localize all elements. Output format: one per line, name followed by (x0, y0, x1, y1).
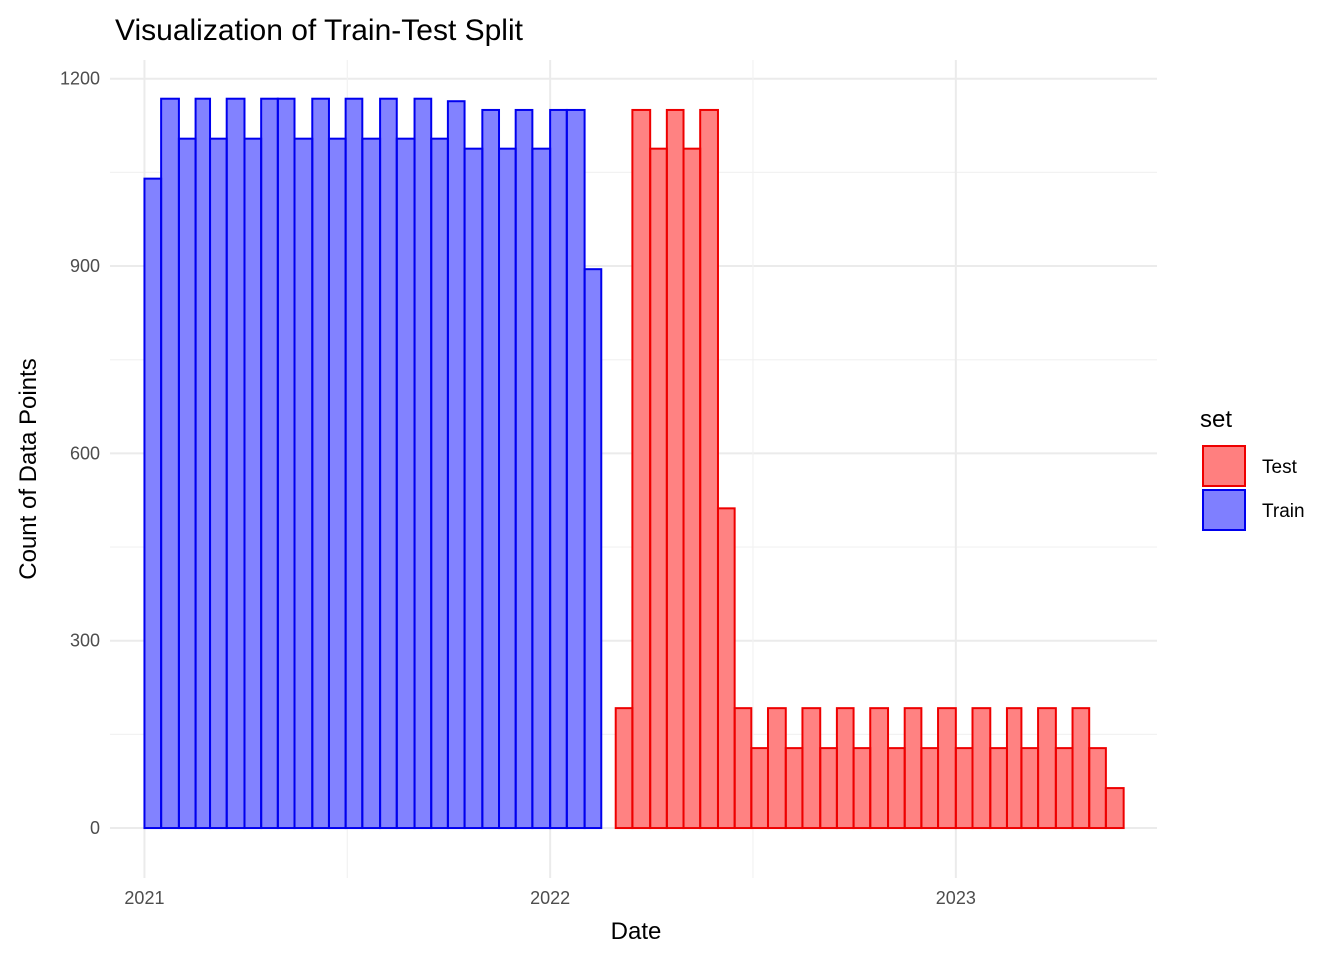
bar-train-fill (226, 98, 245, 829)
bar-test-fill (955, 748, 973, 829)
bar-train-fill (482, 109, 500, 829)
bar-train-fill (414, 98, 432, 829)
bar-train-fill (515, 109, 533, 829)
bar-test-fill (650, 148, 667, 829)
bar-test-fill (1072, 708, 1090, 829)
bar-train-fill (328, 138, 346, 829)
bar-train-fill (532, 148, 551, 829)
y-tick-label: 1200 (60, 69, 100, 89)
y-tick-label: 900 (70, 256, 100, 276)
bar-train-fill (464, 148, 483, 829)
bar-train-fill (431, 138, 448, 829)
bar-test-fill (717, 508, 735, 829)
bar-train-fill (244, 138, 262, 829)
chart-title: Visualization of Train-Test Split (115, 14, 524, 47)
bar-test-fill (904, 708, 922, 829)
bar-test-fill (666, 109, 684, 829)
x-tick-label: 2022 (530, 888, 570, 908)
bar-test (699, 108, 719, 830)
y-tick-label: 300 (70, 631, 100, 651)
bar-test-fill (1105, 788, 1124, 829)
bar-train-fill (144, 178, 162, 829)
bar-test-fill (853, 748, 871, 829)
legend-title: set (1200, 406, 1232, 433)
bar-train-fill (261, 98, 278, 829)
bar-train-fill (178, 138, 196, 829)
bar-test-fill (751, 748, 768, 829)
plot-bars (143, 97, 1125, 830)
x-axis-title: Date (611, 918, 662, 945)
bar-test-fill (1038, 708, 1056, 829)
bar-test-fill (615, 708, 633, 829)
bar-test-fill (802, 708, 821, 829)
bar-test-fill (888, 748, 905, 829)
bar-train-fill (550, 109, 567, 829)
bar-test-fill (683, 148, 701, 829)
bar-test-fill (1021, 748, 1039, 829)
legend-key-test (1202, 445, 1246, 487)
bar-test-fill (632, 109, 651, 829)
bar-train-fill (584, 269, 602, 829)
bar-test (1104, 787, 1125, 830)
bar-train-fill (566, 109, 585, 829)
x-tick-label: 2021 (124, 888, 164, 908)
bar-test-fill (785, 748, 803, 829)
bar-train-fill (396, 138, 415, 829)
legend-label-test: Test (1262, 457, 1298, 478)
bar-train-fill (362, 138, 381, 829)
legend: set Test Train (1200, 406, 1305, 531)
bar-train-fill (312, 98, 329, 829)
y-axis-title: Count of Data Points (15, 358, 42, 579)
bar-train-fill (499, 148, 516, 829)
legend-key-train (1202, 489, 1246, 531)
bar-train-fill (277, 98, 295, 829)
bar-test-fill (767, 708, 786, 829)
bar-test-fill (836, 708, 854, 829)
bar-test-fill (700, 109, 718, 829)
bar-test-fill (870, 708, 889, 829)
bar-test-fill (938, 708, 956, 829)
bar-test (716, 507, 736, 830)
legend-label-train: Train (1262, 501, 1305, 522)
bar-train-fill (294, 138, 313, 829)
bar-test-fill (990, 748, 1007, 829)
y-tick-label: 0 (90, 818, 100, 838)
bar-train-fill (195, 98, 211, 829)
bar-test-fill (1089, 748, 1106, 829)
bar-train (583, 268, 603, 830)
bar-test-fill (1006, 708, 1022, 829)
bar-train-fill (345, 98, 363, 829)
bar-test-fill (820, 748, 837, 829)
y-tick-label: 600 (70, 443, 100, 463)
x-tick-label: 2023 (936, 888, 976, 908)
x-axis-ticks: 2021 2022 2023 (124, 888, 975, 908)
bar-train-fill (380, 98, 397, 829)
bar-test-fill (734, 708, 752, 829)
bar-train-fill (447, 101, 465, 829)
bar-test-fill (1055, 748, 1073, 829)
bar-test-fill (921, 748, 939, 829)
bar-test-fill (972, 708, 991, 829)
bar-train-fill (161, 98, 179, 829)
y-axis-ticks: 0 300 600 900 1200 (60, 69, 100, 838)
bar-train-fill (210, 138, 227, 829)
